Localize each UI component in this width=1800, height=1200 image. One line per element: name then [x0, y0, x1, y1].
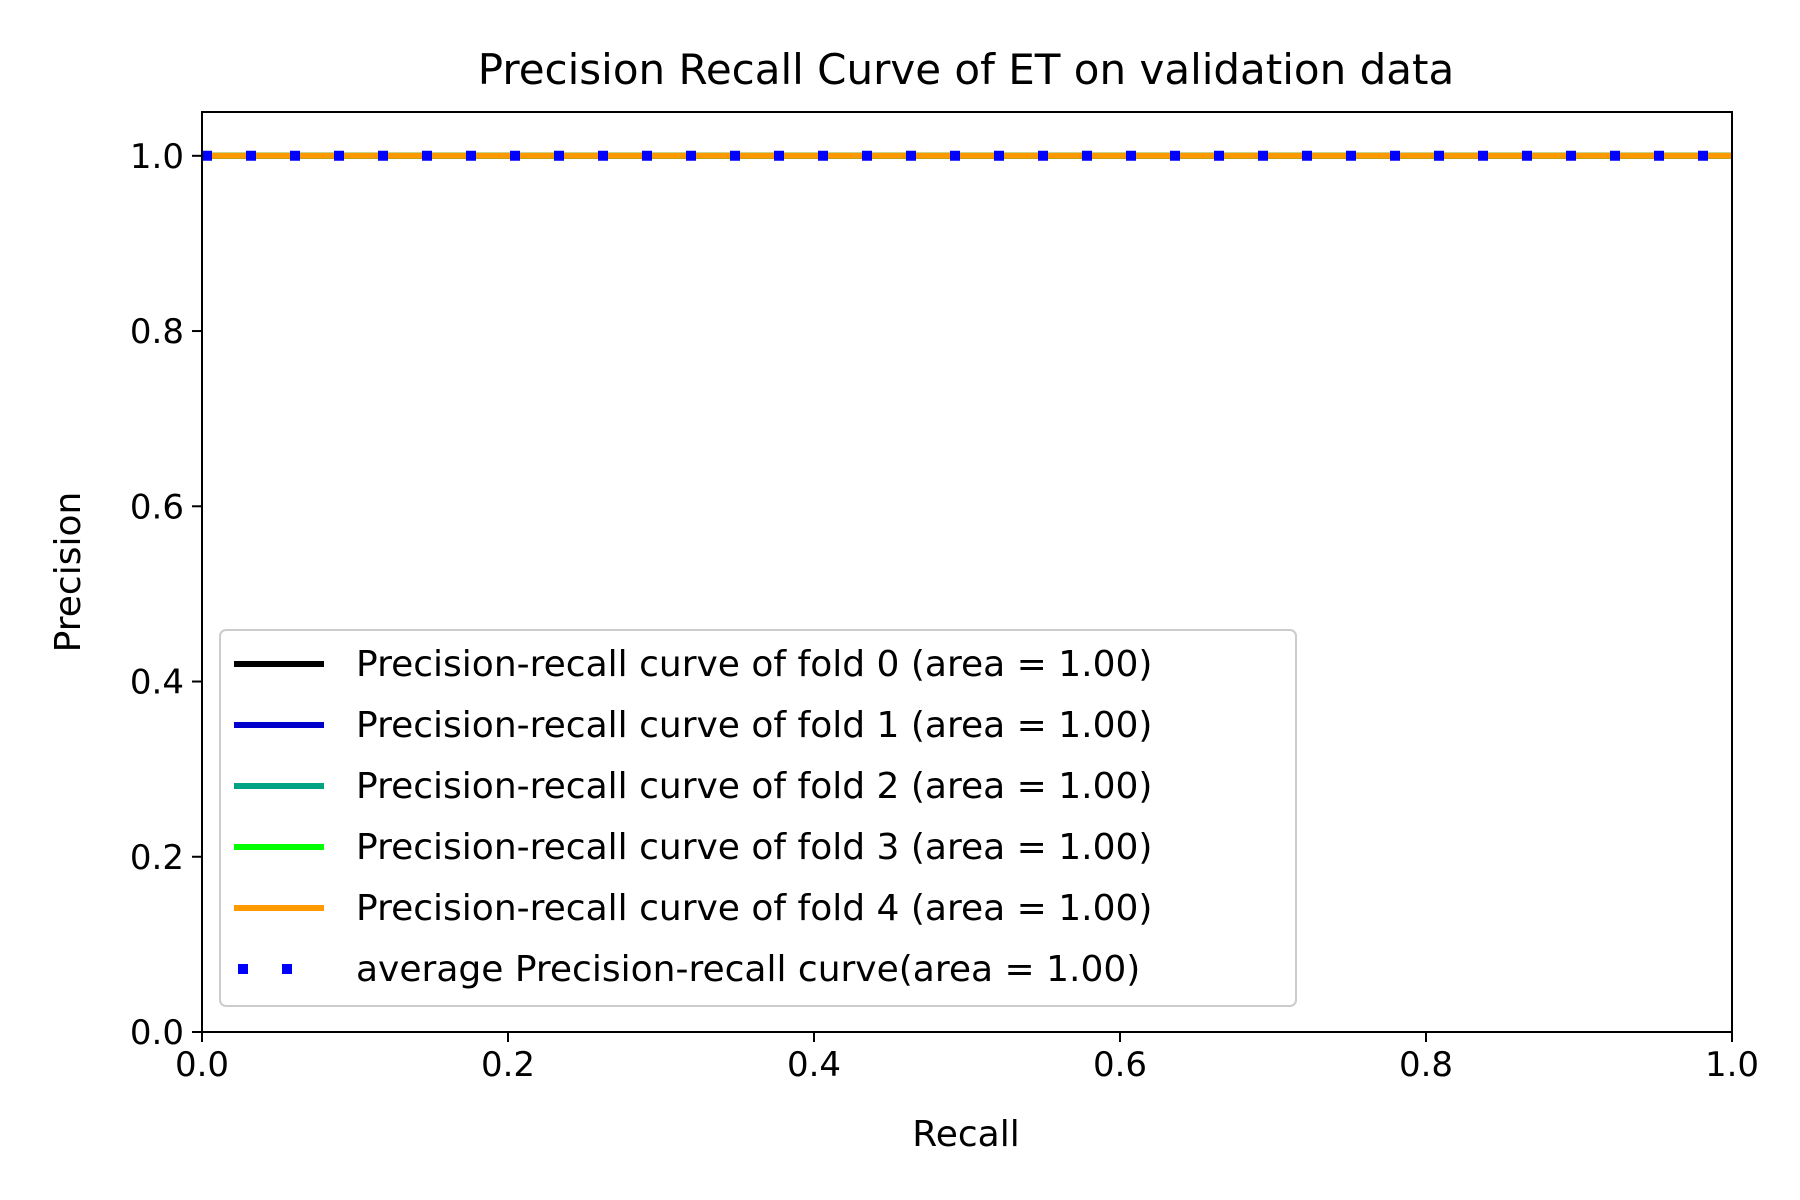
legend-label-4: Precision-recall curve of fold 4 (area =… [356, 888, 1152, 929]
x-tick-label: 0.0 [175, 1045, 229, 1085]
legend-label-2: Precision-recall curve of fold 2 (area =… [356, 766, 1152, 807]
legend-label-0: Precision-recall curve of fold 0 (area =… [356, 644, 1152, 685]
y-tick-label: 0.8 [130, 312, 184, 352]
y-tick-label: 1.0 [130, 137, 184, 177]
y-tick-label: 0.4 [130, 663, 184, 703]
legend-label-1: Precision-recall curve of fold 1 (area =… [356, 705, 1152, 746]
axis-ticks: 0.0 0.2 0.4 0.6 0.8 1.0 0.0 0.2 0.4 0.6 0.8 1.0 [130, 137, 1759, 1085]
axes-frame [201, 111, 1733, 1033]
legend-label-5: average Precision-recall curve(area = 1.… [356, 949, 1140, 990]
legend-box [219, 629, 1297, 1007]
legend-label-3: Precision-recall curve of fold 3 (area =… [356, 827, 1152, 868]
y-axis-label: Precision [48, 492, 89, 653]
legend: Precision-recall curve of fold 0 (area =… [219, 629, 1297, 1007]
x-tick-label: 0.4 [787, 1045, 841, 1085]
x-tick-label: 0.2 [481, 1045, 535, 1085]
x-tick-label: 1.0 [1705, 1045, 1759, 1085]
x-tick-label: 0.8 [1399, 1045, 1453, 1085]
chart-title: Precision Recall Curve of ET on validati… [478, 45, 1454, 94]
y-tick-label: 0.2 [130, 838, 184, 878]
x-axis-label: Recall [912, 1114, 1019, 1155]
y-tick-label: 0.0 [130, 1013, 184, 1053]
x-tick-label: 0.6 [1093, 1045, 1147, 1085]
y-tick-label: 0.6 [130, 487, 184, 527]
